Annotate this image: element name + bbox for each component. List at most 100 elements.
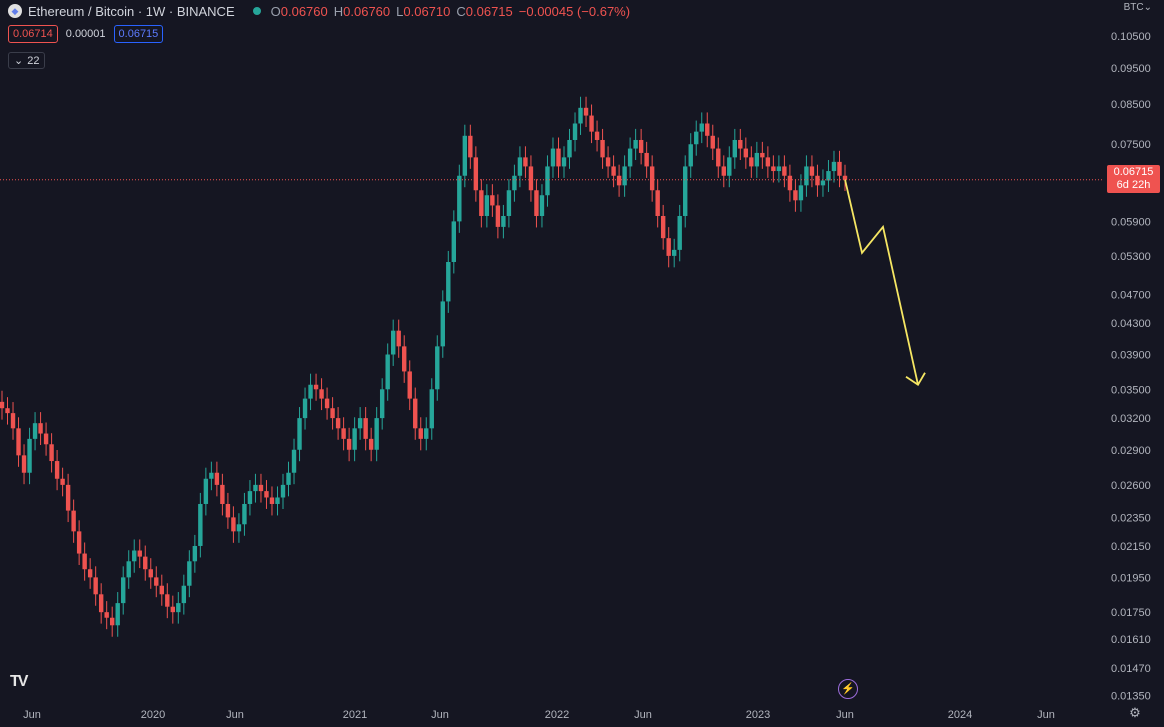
price-axis-tick: 0.04300 bbox=[1111, 318, 1151, 330]
price-axis-tick: 0.01610 bbox=[1111, 634, 1151, 646]
candle-body bbox=[782, 166, 787, 176]
candle-body bbox=[98, 594, 104, 613]
symbol-title[interactable]: Ethereum / Bitcoin · 1W · BINANCE bbox=[28, 3, 235, 19]
high-key: H bbox=[333, 3, 344, 19]
candle-body bbox=[132, 550, 137, 562]
candle-body bbox=[479, 190, 484, 216]
currency-label: BTC bbox=[1123, 2, 1144, 13]
candle-body bbox=[413, 398, 418, 429]
candle-body bbox=[82, 553, 87, 570]
candle-body bbox=[313, 384, 319, 390]
candle-body bbox=[699, 123, 704, 132]
candle-body bbox=[660, 215, 666, 239]
price-axis-tick: 0.01950 bbox=[1111, 572, 1151, 584]
candle-body bbox=[104, 612, 109, 618]
price-axis-tick: 0.10500 bbox=[1111, 31, 1151, 43]
bid-ask-row: 0.06714 0.00001 0.06715 bbox=[8, 25, 164, 43]
candle-body bbox=[605, 157, 611, 167]
time-axis-tick: 2021 bbox=[343, 709, 367, 721]
candle-body bbox=[688, 144, 693, 167]
close-value: 0.06715 bbox=[465, 3, 513, 19]
candle-body bbox=[0, 401, 5, 409]
candle-body bbox=[137, 550, 142, 557]
candle-body bbox=[220, 484, 225, 504]
indicators-count: 22 bbox=[27, 54, 40, 67]
candle-body bbox=[550, 148, 556, 167]
candle-body bbox=[523, 157, 528, 167]
candle-body bbox=[622, 166, 627, 186]
indicators-toggle[interactable]: ⌄ 22 bbox=[8, 52, 46, 69]
time-axis-tick: 2022 bbox=[545, 709, 569, 721]
buy-button[interactable]: 0.06715 bbox=[113, 25, 164, 43]
candle-body bbox=[319, 389, 324, 399]
chevron-down-icon: ⌄ bbox=[14, 55, 24, 67]
candle-body bbox=[275, 497, 280, 504]
candle-body bbox=[269, 497, 275, 504]
candle-body bbox=[611, 166, 616, 176]
projection-arrow bbox=[844, 179, 919, 385]
price-axis-tick: 0.02350 bbox=[1111, 512, 1151, 524]
candle-body bbox=[760, 152, 765, 158]
candle-body bbox=[65, 484, 71, 511]
candle-body bbox=[181, 585, 187, 604]
change-value: −0.00045 (−0.67%) bbox=[518, 3, 631, 19]
candle-body bbox=[368, 438, 374, 450]
candle-body bbox=[561, 157, 567, 167]
time-axis: Jun 2020 Jun 2021 Jun 2022 Jun 2023 Jun 2024 Jun bbox=[23, 709, 1055, 721]
candle-body bbox=[435, 346, 440, 390]
candle-body bbox=[379, 389, 385, 419]
candle-body bbox=[754, 152, 760, 167]
candle-body bbox=[165, 594, 170, 607]
candle-body bbox=[402, 346, 407, 372]
candle-body bbox=[666, 238, 671, 256]
candle-body bbox=[32, 423, 38, 439]
open-key: O bbox=[270, 3, 281, 19]
candle-body bbox=[798, 185, 804, 201]
candle-body bbox=[710, 135, 715, 149]
candle-body bbox=[649, 166, 655, 191]
gear-icon[interactable]: ⚙ bbox=[1129, 705, 1141, 720]
candle-body bbox=[308, 384, 313, 399]
tradingview-logo[interactable]: TV bbox=[10, 673, 29, 690]
candle-body bbox=[616, 175, 622, 186]
candle-body bbox=[771, 166, 776, 172]
candle-body bbox=[225, 503, 231, 518]
candle-body bbox=[407, 371, 412, 399]
price-axis-tick: 0.02600 bbox=[1111, 480, 1151, 492]
candle-body bbox=[738, 139, 743, 149]
market-status-dot bbox=[252, 7, 261, 15]
ethereum-icon: ◆ bbox=[8, 4, 22, 18]
price-axis-tick: 0.07500 bbox=[1111, 139, 1151, 151]
candle-body bbox=[638, 139, 644, 153]
candle-body bbox=[49, 444, 54, 462]
sell-button[interactable]: 0.06714 bbox=[8, 25, 58, 43]
candle-body bbox=[385, 354, 390, 390]
candle-body bbox=[43, 433, 49, 445]
candle-body bbox=[390, 330, 396, 355]
candle-body bbox=[54, 461, 60, 479]
candle-body bbox=[727, 157, 732, 176]
currency-selector[interactable]: BTC⌄ bbox=[1124, 2, 1152, 13]
high-value: 0.06760 bbox=[343, 3, 391, 19]
price-axis-tick: 0.05300 bbox=[1111, 251, 1151, 263]
lightning-icon[interactable]: ⚡ bbox=[838, 679, 858, 699]
price-axis-tick: 0.05900 bbox=[1111, 216, 1151, 228]
time-axis-tick: 2023 bbox=[746, 709, 770, 721]
candle-body bbox=[231, 517, 236, 532]
candle-body bbox=[583, 107, 589, 116]
candle-body bbox=[512, 175, 517, 191]
candle-body bbox=[457, 175, 462, 222]
candle-body bbox=[236, 524, 242, 532]
projection-arrowhead bbox=[905, 372, 926, 387]
candle-body bbox=[27, 438, 32, 473]
candle-body bbox=[286, 472, 291, 485]
candle-body bbox=[247, 491, 253, 504]
candle-body bbox=[468, 135, 473, 158]
last-price-tag: 0.06715 6d 22h bbox=[1107, 165, 1160, 193]
candle-body bbox=[121, 577, 126, 604]
symbol-header[interactable]: ◆ Ethereum / Bitcoin · 1W · BINANCE O 0.0… bbox=[8, 2, 636, 20]
candle-body bbox=[352, 428, 357, 450]
candle-body bbox=[71, 510, 76, 532]
candle-body bbox=[716, 148, 721, 167]
